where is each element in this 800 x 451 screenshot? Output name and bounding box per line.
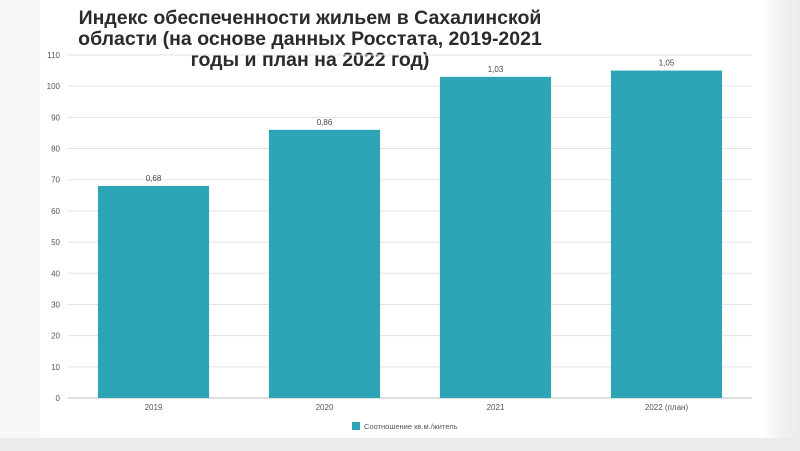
y-tick-label: 70 xyxy=(51,176,60,185)
x-tick-label: 2020 xyxy=(316,403,334,412)
data-label: 0,86 xyxy=(317,118,333,127)
data-label: 1,05 xyxy=(659,59,675,68)
data-label: 1,03 xyxy=(488,65,504,74)
y-tick-label: 110 xyxy=(47,51,60,60)
y-tick-label: 20 xyxy=(51,332,60,341)
legend-swatch xyxy=(352,422,360,430)
bar xyxy=(439,76,552,398)
y-tick-label: 50 xyxy=(51,238,60,247)
right-margin xyxy=(764,0,800,451)
y-tick-label: 0 xyxy=(56,394,61,403)
y-tick-label: 100 xyxy=(47,82,61,91)
bottom-strip xyxy=(0,438,800,451)
y-tick-label: 80 xyxy=(51,145,60,154)
left-margin xyxy=(0,0,40,451)
data-label: 0,68 xyxy=(146,174,162,183)
y-tick-label: 30 xyxy=(51,300,60,309)
bar xyxy=(268,129,381,398)
bars xyxy=(97,70,723,398)
y-axis-ticks: 0 10 20 30 40 50 60 70 80 90 100 110 xyxy=(47,51,61,403)
chart-title-line: области (на основе данных Росстата, 2019… xyxy=(78,28,542,50)
y-tick-label: 40 xyxy=(51,269,60,278)
y-tick-label: 10 xyxy=(51,363,60,372)
y-tick-label: 60 xyxy=(51,207,60,216)
x-axis-ticks: 2019 2020 2021 2022 (план) xyxy=(145,403,689,412)
data-labels: 0,68 0,86 1,03 1,05 xyxy=(146,59,675,183)
legend-label: Соотношение кв.м./житель xyxy=(364,422,458,431)
chart-title-line: Индекс обеспеченности жильем в Сахалинск… xyxy=(78,7,542,29)
bar xyxy=(610,70,723,398)
x-tick-label: 2021 xyxy=(487,403,505,412)
bar xyxy=(97,185,210,398)
x-tick-label: 2019 xyxy=(145,403,163,412)
y-tick-label: 90 xyxy=(51,113,60,122)
x-tick-label: 2022 (план) xyxy=(645,403,689,412)
legend: Соотношение кв.м./житель xyxy=(352,422,458,431)
